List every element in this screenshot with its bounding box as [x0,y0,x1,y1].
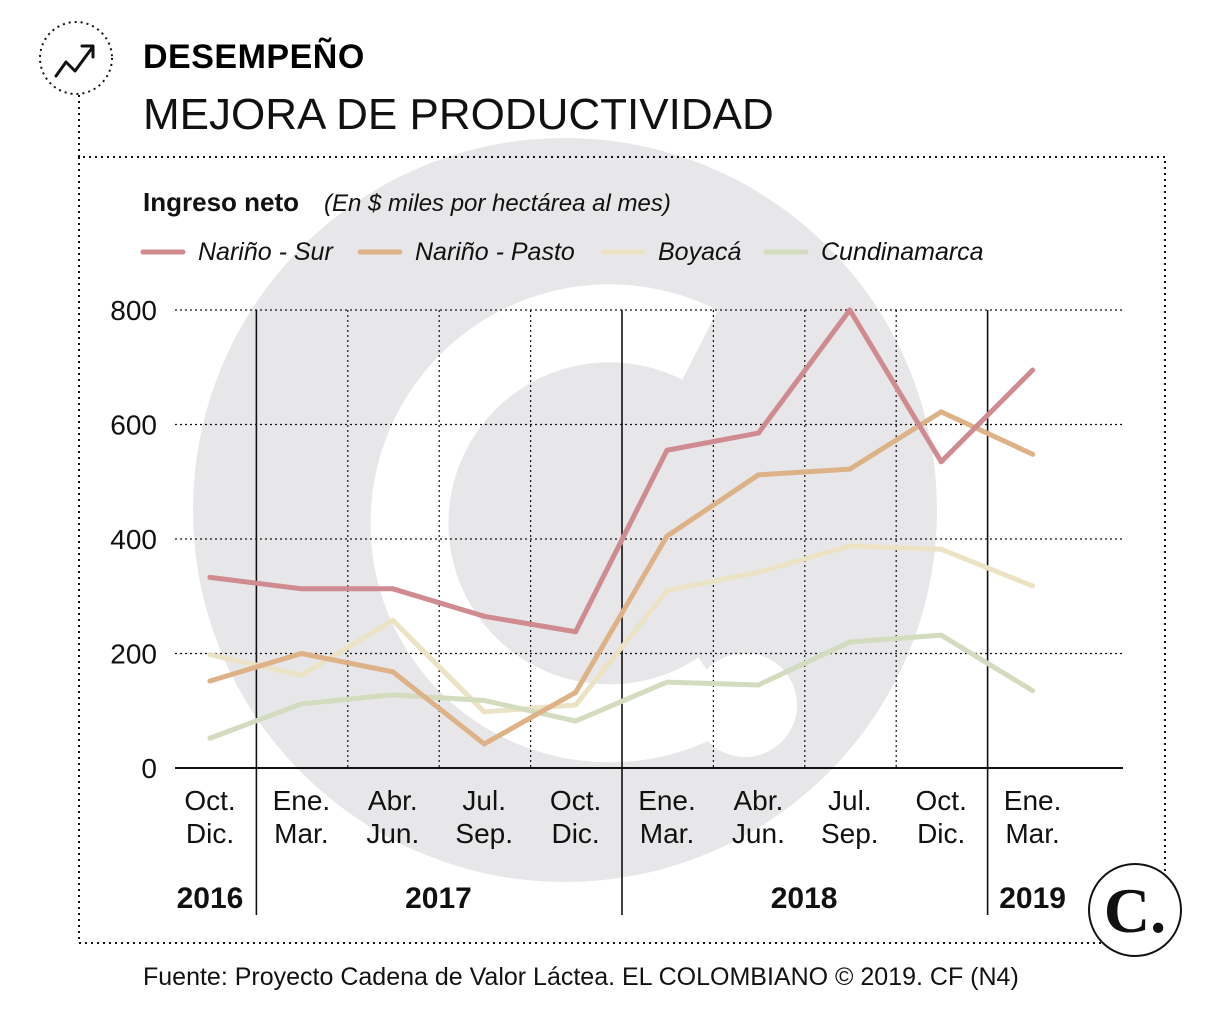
data-point [390,669,396,675]
x-tick-label: Dic. [917,818,965,849]
data-point [664,447,670,453]
section-label: DESEMPEÑO [143,38,365,76]
x-tick-label: Sep. [821,818,879,849]
legend-label: Cundinamarca [821,238,984,266]
trend-up-icon [39,21,113,95]
data-point [664,679,670,685]
x-tick-label: Jun. [366,818,419,849]
data-point [755,430,761,436]
data-point [847,466,853,472]
x-tick-label: Ene. [638,785,696,816]
x-tick-label: Jul. [828,785,872,816]
data-point [481,613,487,619]
data-point [1030,688,1036,694]
x-tick-label: Oct. [916,785,967,816]
page-title: MEJORA DE PRODUCTIVIDAD [143,90,774,139]
data-point [1030,583,1036,589]
x-tick-label: Oct. [184,785,235,816]
data-point [573,718,579,724]
x-tick-label: Dic. [551,818,599,849]
data-point [298,651,304,656]
x-tick-label: Jul. [462,785,506,816]
data-point [847,307,853,313]
data-point [298,586,304,592]
data-point [481,709,487,715]
chart-legend: Nariño - Sur Nariño - Pasto Boyacá Cundinam… [140,238,984,266]
data-point [207,652,213,658]
x-axis: Oct.Dic.Ene.Mar.Abr.Jun.Jul.Sep.Oct.Dic.… [184,785,1061,849]
data-point [207,574,213,580]
legend-label: Nariño - Pasto [415,238,575,266]
x-tick-label: Mar. [1005,818,1059,849]
data-point [664,588,670,594]
x-tick-label: Abr. [733,785,783,816]
data-point [573,702,579,708]
x-tick-label: Abr. [368,785,418,816]
legend-item: Boyacá [600,238,741,266]
data-point [207,735,213,741]
dotted-frame [78,95,1166,944]
year-label: 2019 [999,882,1066,915]
chart-series [207,307,1036,747]
data-point [938,632,944,638]
data-point [664,533,670,539]
data-point [755,472,761,478]
data-point [573,689,579,695]
data-point [481,741,487,747]
series-line-nari-o-sur [207,307,1036,635]
data-point [390,617,396,623]
legend-item: Nariño - Pasto [357,238,575,266]
year-label: 2016 [177,882,244,915]
legend-label: Nariño - Sur [198,238,334,266]
series-line-boyac- [207,543,1036,715]
x-tick-label: Dic. [186,818,234,849]
legend-item: Nariño - Sur [140,238,334,266]
series-line-nari-o-pasto [207,409,1036,747]
series-line-cundinamarca [207,632,1036,741]
source-note: Fuente: Proyecto Cadena de Valor Láctea.… [143,963,1019,991]
data-point [390,692,396,698]
year-label: 2018 [771,882,838,915]
chart-subtitle: Ingreso neto [143,187,299,217]
y-tick-label: 200 [110,639,157,670]
data-point [847,543,853,549]
year-labels: 2016 2017 2018 2019 [177,882,1066,915]
y-tick-label: 400 [110,524,157,555]
data-point [938,546,944,552]
data-point [298,672,304,678]
data-point [938,409,944,415]
y-axis: 0 200 400 600 800 [110,295,157,784]
x-tick-label: Ene. [1004,785,1062,816]
y-tick-label: 0 [141,753,157,784]
legend-item: Cundinamarca [763,238,984,266]
data-point [481,697,487,703]
data-point [1030,367,1036,373]
svg-text:C.: C. [1104,875,1166,946]
y-tick-label: 600 [110,410,157,441]
x-tick-label: Mar. [640,818,694,849]
data-point [755,682,761,688]
chart-unit-note: (En $ miles por hectárea al mes) [324,190,671,217]
data-point [390,586,396,592]
data-point [755,569,761,575]
x-tick-label: Jun. [732,818,785,849]
legend-label: Boyacá [658,238,741,266]
y-tick-label: 800 [110,295,157,326]
el-colombiano-logo: C. [1088,863,1182,957]
year-label: 2017 [405,882,472,915]
x-tick-label: Oct. [550,785,601,816]
data-point [938,459,944,465]
data-point [298,701,304,707]
data-point [847,639,853,645]
data-point [207,678,213,684]
data-point [573,629,579,635]
x-tick-label: Ene. [273,785,331,816]
x-tick-label: Mar. [274,818,328,849]
x-tick-label: Sep. [455,818,513,849]
data-point [1030,451,1036,457]
